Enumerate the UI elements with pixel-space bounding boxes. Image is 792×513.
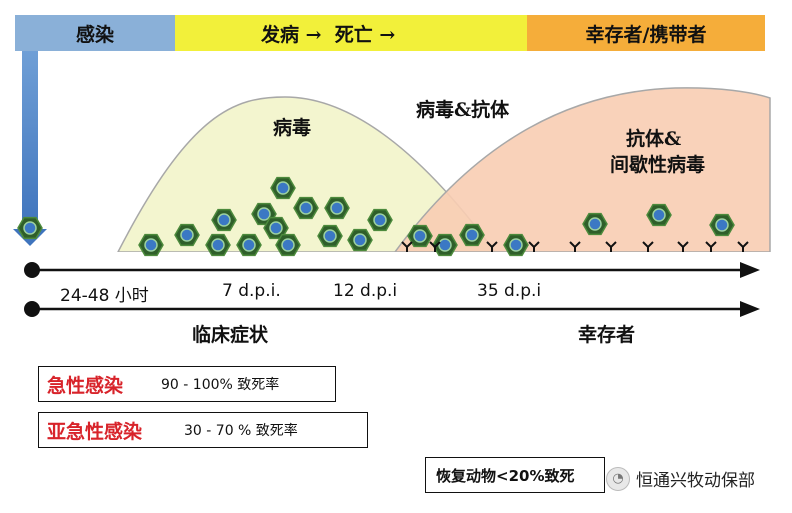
tick-24-48h: 24-48 小时 [60,286,149,306]
antibody-marker [401,241,413,252]
phase-disease-death: 发病 → 死亡 → [175,15,527,51]
phase-survivor-carrier-label: 幸存者/携带者 [585,23,707,46]
virus-particle-core [144,238,158,252]
virus-particle-core [413,229,427,243]
antibody-marker [429,241,441,252]
wechat-icon: ◔ [606,466,630,491]
virus-particle-core [330,201,344,215]
acute-infection-rate: 90 - 100% 致死率 [161,377,280,393]
virus-particle-core [299,201,313,215]
acute-infection-box: 急性感染 90 - 100% 致死率 [38,366,336,402]
clinical-signs-label: 临床症状 [192,324,269,346]
virus-curve [117,96,496,252]
virus-particle-core [438,238,452,252]
recovery-box: 恢复动物<20%致死 [425,457,605,493]
virus-particle-core [217,213,231,227]
virus-particle-core [588,217,602,231]
virus-particle-core [353,233,367,247]
survivor-label: 幸存者 [578,324,636,346]
timeline-axis-lower-arrowhead [740,301,760,317]
virus-particle-core [269,221,283,235]
tick-12dpi: 12 d.p.i [333,281,398,301]
antibody-marker [642,241,654,252]
antibody-label-line2: 间歇性病毒 [610,154,706,176]
virus-particle-core [652,208,666,222]
timeline-axis-lower-start [24,301,40,317]
virus-particle-core [276,181,290,195]
antibody-marker [605,241,617,252]
virus-particle-core [715,218,729,232]
virus-particle-core [23,221,37,235]
antibody-marker [486,241,498,252]
timeline-axis-upper-arrowhead [740,262,760,278]
virus-particle-core [281,238,295,252]
virus-particle-core [242,238,256,252]
antibody-marker [677,241,689,252]
antibody-markers [401,241,749,252]
watermark-text: 恒通兴牧动保部 [636,471,755,491]
phase-infection-label: 感染 [75,23,114,46]
subacute-infection-box: 亚急性感染 30 - 70 % 致死率 [38,412,368,448]
antibody-label-line1: 抗体& [626,128,682,150]
virus-particle-core [373,213,387,227]
antibody-marker [528,241,540,252]
virus-particle-core [257,207,271,221]
antibody-marker [705,241,717,252]
antibody-curve [394,87,771,252]
virus-particle-core [509,238,523,252]
virus-antibody-label: 病毒&抗体 [416,99,510,121]
virus-particles [17,176,735,257]
infection-arrow-shaft [22,51,38,231]
recovery-label: 恢复动物<20%致死 [436,466,575,485]
antibody-marker [569,241,581,252]
virus-particle-core [211,238,225,252]
virus-particle-core [323,229,337,243]
tick-7dpi: 7 d.p.i. [222,281,281,301]
virus-curve-label: 病毒 [273,117,312,139]
antibody-marker [737,241,749,252]
timeline-axis-upper-start [24,262,40,278]
phase-survivor-carrier: 幸存者/携带者 [527,15,765,51]
virus-particle-core [180,228,194,242]
virus-particle-core [465,228,479,242]
subacute-infection-label: 亚急性感染 [47,420,143,443]
phase-disease-death-label: 发病 → 死亡 → [261,23,396,46]
tick-35dpi: 35 d.p.i [477,281,542,301]
watermark: ◔ 恒通兴牧动保部 [606,466,755,491]
acute-infection-label: 急性感染 [47,374,124,397]
subacute-infection-rate: 30 - 70 % 致死率 [184,423,298,439]
phase-infection: 感染 [15,15,175,51]
